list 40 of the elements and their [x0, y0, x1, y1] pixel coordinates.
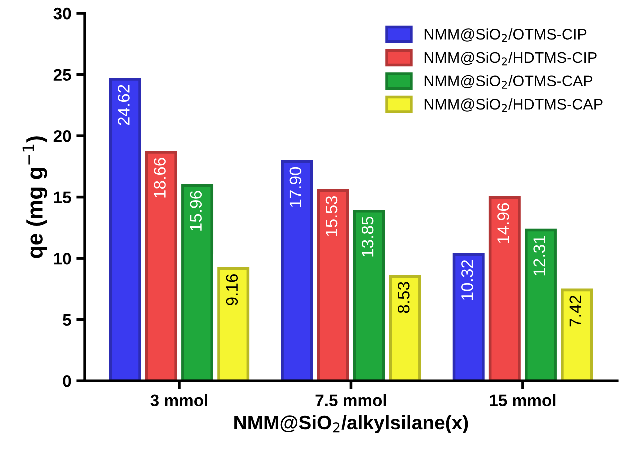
- bar: [452, 253, 485, 382]
- y-axis-title: qe (mg g$^{−1}$): [22, 136, 48, 258]
- bar: [109, 78, 142, 382]
- x-tick-label: 3 mmol: [150, 394, 208, 407]
- bar: [218, 267, 250, 382]
- bar: [353, 210, 386, 382]
- data-label: 18.66: [154, 158, 166, 198]
- bar: [561, 288, 594, 382]
- data-label: 8.53: [398, 282, 410, 314]
- legend-label: NMM@SiO$_{2}$/HDTMS-CIP: [424, 52, 597, 66]
- bar: [145, 151, 178, 382]
- y-tick-label: 20: [54, 130, 72, 142]
- data-label: 9.16: [226, 274, 238, 306]
- data-label: 14.96: [498, 203, 510, 244]
- y-tick-label: 0: [63, 375, 72, 388]
- x-tick-label: 7.5 mmol: [316, 394, 386, 407]
- bar: [281, 160, 314, 382]
- x-tick-label: 15 mmol: [490, 394, 556, 407]
- data-label: 24.62: [118, 85, 130, 126]
- y-tick-label: 10: [54, 252, 72, 265]
- y-tick-label: 25: [54, 69, 72, 81]
- legend-label: NMM@SiO$_{2}$/OTMS-CIP: [424, 28, 587, 42]
- bar: [317, 189, 350, 382]
- bar: [182, 184, 214, 382]
- bar: [524, 228, 557, 382]
- bar: [488, 196, 521, 382]
- y-tick-label: 30: [54, 8, 72, 20]
- y-tick-label: 15: [54, 192, 72, 204]
- data-label: 17.90: [290, 167, 302, 208]
- data-label: 10.32: [462, 260, 474, 300]
- legend-label: NMM@SiO$_{2}$/HDTMS-CAP: [424, 98, 603, 112]
- legend-label: NMM@SiO$_{2}$/OTMS-CAP: [424, 75, 593, 89]
- bar: [389, 275, 422, 382]
- y-tick-label: 5: [63, 314, 72, 326]
- data-label: 15.53: [326, 196, 338, 236]
- data-label: 7.42: [570, 296, 582, 327]
- data-label: 12.31: [534, 236, 546, 276]
- data-label: 13.85: [362, 217, 374, 257]
- data-label: 15.96: [190, 191, 202, 231]
- x-axis-title: NMM@SiO$_{2}$/alkylsilane(x): [234, 415, 468, 434]
